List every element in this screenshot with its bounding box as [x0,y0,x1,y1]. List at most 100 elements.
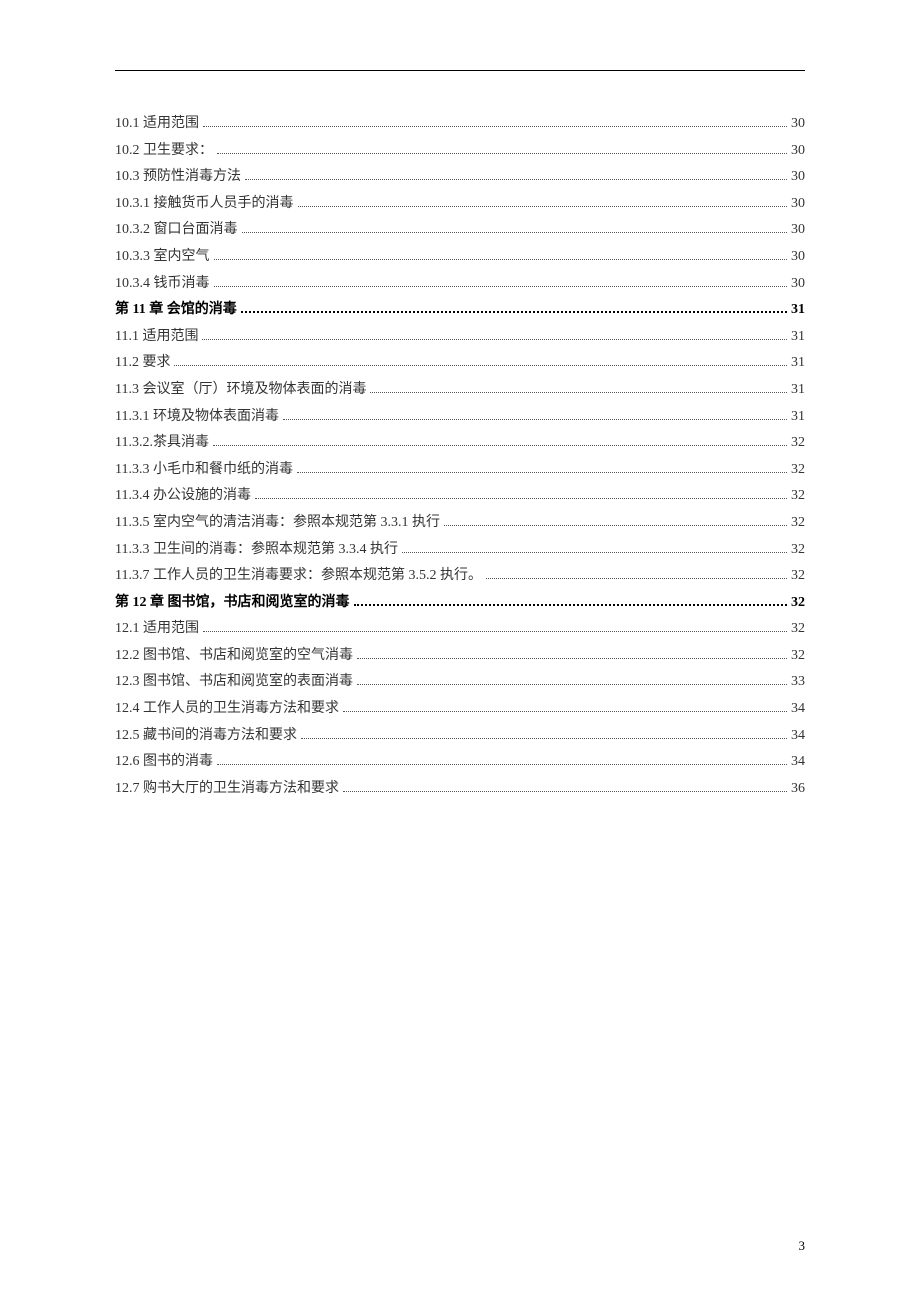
toc-entry: 11.3 会议室（厅）环境及物体表面的消毒 31 [115,377,805,404]
toc-label: 11.2 要求 [115,350,170,377]
toc-entry: 12.6 图书的消毒 34 [115,749,805,776]
toc-entry: 11.3.5 室内空气的清洁消毒：参照本规范第 3.3.1 执行 32 [115,510,805,537]
toc-entry: 第 11 章 会馆的消毒 31 [115,297,805,324]
toc-leader-dots [217,764,787,765]
toc-page-number: 34 [791,723,805,750]
toc-entry: 12.4 工作人员的卫生消毒方法和要求 34 [115,696,805,723]
toc-label: 第 12 章 图书馆，书店和阅览室的消毒 [115,590,350,617]
toc-leader-dots [214,259,788,260]
toc-label: 11.3.1 环境及物体表面消毒 [115,404,279,431]
toc-leader-dots [402,552,787,553]
toc-leader-dots [174,365,787,366]
toc-entry: 11.3.2.茶具消毒 32 [115,430,805,457]
toc-entry: 12.1 适用范围 32 [115,616,805,643]
toc-page-number: 31 [791,404,805,431]
toc-page-number: 32 [791,616,805,643]
toc-leader-dots [214,286,788,287]
toc-page-number: 30 [791,138,805,165]
toc-leader-dots [298,206,788,207]
toc-label: 11.1 适用范围 [115,324,198,351]
toc-page-number: 32 [791,430,805,457]
toc-label: 11.3 会议室（厅）环境及物体表面的消毒 [115,377,366,404]
toc-label: 10.3.4 钱币消毒 [115,271,210,298]
toc-leader-dots [245,179,787,180]
toc-entry: 10.3.2 窗口台面消毒 30 [115,217,805,244]
toc-leader-dots [203,126,787,127]
toc-entry: 第 12 章 图书馆，书店和阅览室的消毒 32 [115,590,805,617]
toc-entry: 11.3.1 环境及物体表面消毒 31 [115,404,805,431]
toc-label: 11.3.5 室内空气的清洁消毒：参照本规范第 3.3.1 执行 [115,510,440,537]
toc-entry: 12.3 图书馆、书店和阅览室的表面消毒 33 [115,669,805,696]
toc-leader-dots [343,711,787,712]
toc-leader-dots [283,419,787,420]
toc-page-number: 32 [791,483,805,510]
toc-page-number: 31 [791,324,805,351]
toc-leader-dots [255,498,787,499]
toc-entry: 10.3 预防性消毒方法 30 [115,164,805,191]
toc-page-number: 33 [791,669,805,696]
toc-page-number: 34 [791,749,805,776]
toc-label: 12.4 工作人员的卫生消毒方法和要求 [115,696,339,723]
toc-entry: 11.3.3 小毛巾和餐巾纸的消毒 32 [115,457,805,484]
toc-label: 第 11 章 会馆的消毒 [115,297,237,324]
toc-leader-dots [357,658,787,659]
toc-page-number: 30 [791,164,805,191]
toc-label: 12.6 图书的消毒 [115,749,213,776]
document-page: 10.1 适用范围 3010.2 卫生要求： 3010.3 预防性消毒方法 30… [0,0,920,1302]
toc-leader-dots [343,791,787,792]
toc-leader-dots [242,232,788,233]
toc-page-number: 32 [791,457,805,484]
toc-label: 10.3.1 接触货币人员手的消毒 [115,191,294,218]
toc-label: 10.2 卫生要求： [115,138,213,165]
toc-label: 10.3 预防性消毒方法 [115,164,241,191]
toc-page-number: 32 [791,590,805,617]
toc-label: 10.3.2 窗口台面消毒 [115,217,238,244]
toc-label: 12.1 适用范围 [115,616,199,643]
toc-leader-dots [301,738,787,739]
toc-entry: 11.3.4 办公设施的消毒 32 [115,483,805,510]
toc-label: 11.3.3 小毛巾和餐巾纸的消毒 [115,457,293,484]
toc-page-number: 31 [791,297,805,324]
toc-page-number: 31 [791,377,805,404]
page-number: 3 [799,1238,806,1254]
toc-entry: 11.2 要求 31 [115,350,805,377]
toc-label: 12.3 图书馆、书店和阅览室的表面消毒 [115,669,353,696]
toc-entry: 11.1 适用范围 31 [115,324,805,351]
table-of-contents: 10.1 适用范围 3010.2 卫生要求： 3010.3 预防性消毒方法 30… [115,111,805,802]
toc-leader-dots [203,631,787,632]
toc-page-number: 32 [791,563,805,590]
toc-entry: 11.3.7 工作人员的卫生消毒要求：参照本规范第 3.5.2 执行。 32 [115,563,805,590]
toc-leader-dots [241,311,787,313]
toc-entry: 10.3.4 钱币消毒 30 [115,271,805,298]
toc-entry: 12.7 购书大厅的卫生消毒方法和要求 36 [115,776,805,803]
toc-label: 11.3.4 办公设施的消毒 [115,483,251,510]
toc-leader-dots [444,525,787,526]
toc-leader-dots [213,445,787,446]
toc-page-number: 36 [791,776,805,803]
toc-leader-dots [217,153,787,154]
toc-entry: 12.2 图书馆、书店和阅览室的空气消毒 32 [115,643,805,670]
toc-entry: 11.3.3 卫生间的消毒：参照本规范第 3.3.4 执行 32 [115,537,805,564]
toc-label: 11.3.2.茶具消毒 [115,430,209,457]
toc-page-number: 31 [791,350,805,377]
toc-page-number: 30 [791,271,805,298]
toc-page-number: 34 [791,696,805,723]
toc-label: 11.3.7 工作人员的卫生消毒要求：参照本规范第 3.5.2 执行。 [115,563,482,590]
toc-page-number: 30 [791,217,805,244]
toc-entry: 10.1 适用范围 30 [115,111,805,138]
toc-leader-dots [370,392,787,393]
toc-label: 12.5 藏书间的消毒方法和要求 [115,723,297,750]
toc-page-number: 30 [791,111,805,138]
toc-label: 10.3.3 室内空气 [115,244,210,271]
toc-page-number: 32 [791,537,805,564]
toc-leader-dots [202,339,787,340]
toc-label: 11.3.3 卫生间的消毒：参照本规范第 3.3.4 执行 [115,537,398,564]
toc-label: 12.7 购书大厅的卫生消毒方法和要求 [115,776,339,803]
toc-page-number: 32 [791,643,805,670]
toc-leader-dots [354,604,788,606]
toc-label: 12.2 图书馆、书店和阅览室的空气消毒 [115,643,353,670]
toc-entry: 10.3.3 室内空气 30 [115,244,805,271]
toc-page-number: 32 [791,510,805,537]
toc-label: 10.1 适用范围 [115,111,199,138]
toc-entry: 12.5 藏书间的消毒方法和要求 34 [115,723,805,750]
